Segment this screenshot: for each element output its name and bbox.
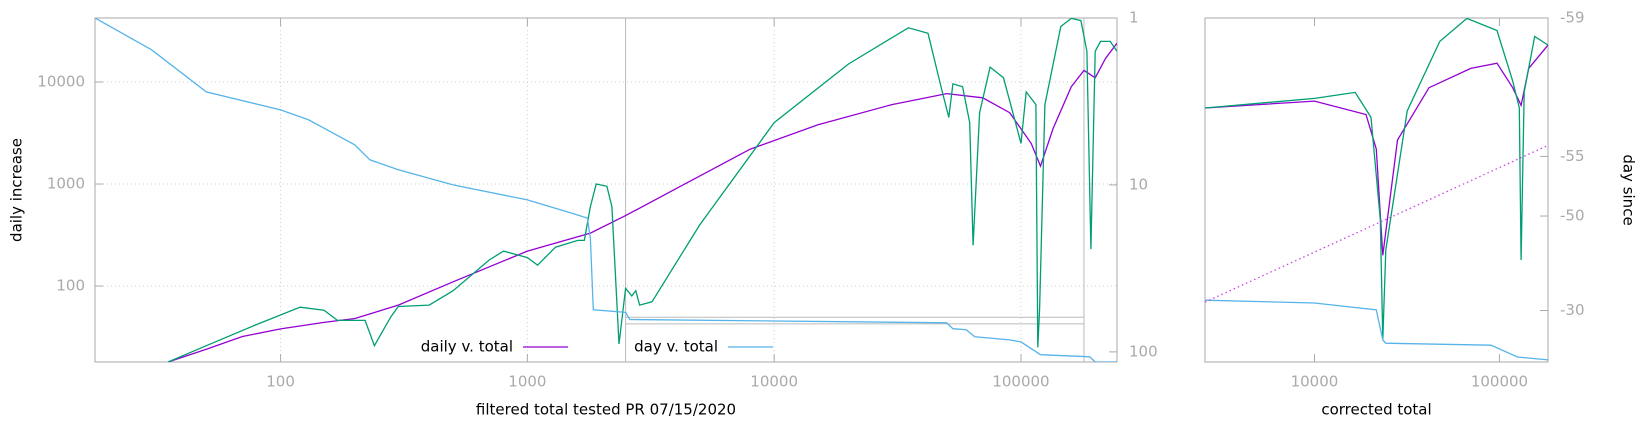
y2-tick-label: -30 bbox=[1560, 301, 1585, 319]
x-axis-label: filtered total tested PR 07/15/2020 bbox=[476, 401, 736, 419]
x-tick-label: 100000 bbox=[1471, 373, 1528, 391]
data-line bbox=[1205, 144, 1548, 303]
y2-axis-label: day since bbox=[1620, 154, 1638, 225]
data-line bbox=[95, 18, 1117, 362]
legend-label: day v. total bbox=[634, 338, 718, 356]
x-tick-label: 100000 bbox=[992, 373, 1049, 391]
y2-tick-label: -55 bbox=[1560, 147, 1585, 165]
y2-tick-label: 100 bbox=[1129, 342, 1158, 360]
legend-label: daily v. total bbox=[421, 338, 513, 356]
x-axis-label: corrected total bbox=[1321, 401, 1431, 419]
data-line bbox=[1205, 44, 1548, 256]
x-tick-label: 1000 bbox=[508, 373, 546, 391]
y2-tick-label: -50 bbox=[1560, 207, 1585, 225]
x-tick-label: 100 bbox=[266, 373, 295, 391]
y2-tick-label: -59 bbox=[1560, 9, 1585, 27]
y-tick-label: 1000 bbox=[47, 175, 85, 193]
y2-tick-label: 10 bbox=[1129, 175, 1148, 193]
plot-area bbox=[1205, 18, 1548, 361]
plot-border bbox=[94, 17, 1118, 363]
data-line bbox=[1205, 299, 1548, 361]
y-tick-label: 100 bbox=[56, 277, 85, 295]
x-tick-label: 10000 bbox=[750, 373, 798, 391]
y-tick-label: 10000 bbox=[37, 72, 85, 90]
plot-border bbox=[1204, 17, 1549, 363]
data-line bbox=[167, 18, 1117, 362]
plot-area bbox=[95, 18, 1117, 362]
y-axis-label: daily increase bbox=[8, 138, 26, 242]
x-tick-label: 10000 bbox=[1291, 373, 1339, 391]
data-line bbox=[167, 42, 1117, 362]
data-line bbox=[1205, 18, 1548, 340]
y2-tick-label: 1 bbox=[1129, 9, 1139, 27]
